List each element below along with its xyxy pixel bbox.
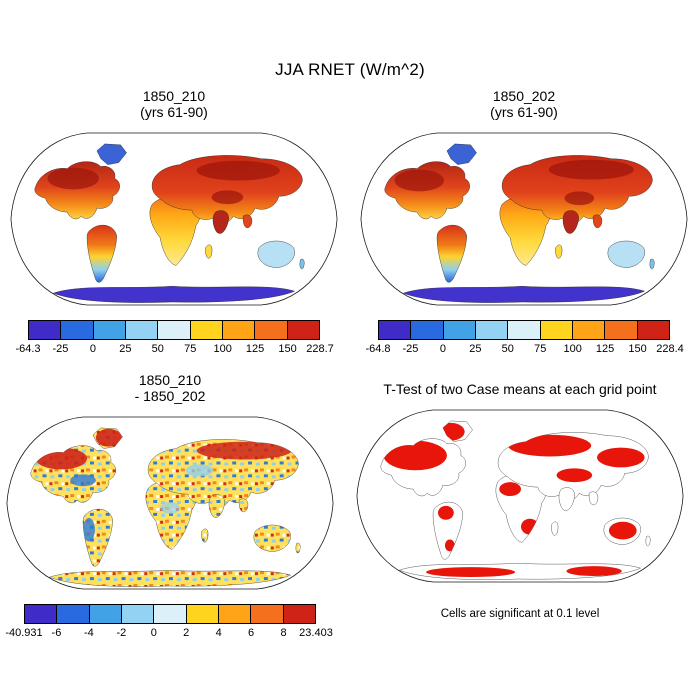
colorbar-tick-label: 4 <box>215 627 222 639</box>
colorbar-tick-label: -25 <box>52 343 69 355</box>
colorbar-ticks: -40.931 -6 -4 -2 0 2 4 6 8 23.403 <box>5 624 332 640</box>
colorbar-tick-label: 228.7 <box>306 343 334 355</box>
panel-1850-202: 1850_202 (yrs 61-90) <box>356 88 692 356</box>
colorbar-bar <box>24 604 316 624</box>
colorbar-segment <box>411 321 444 339</box>
colorbar-segment <box>443 321 476 339</box>
colorbar-segment <box>475 321 509 339</box>
colorbar-tick-label: 8 <box>280 627 287 639</box>
colorbar-segment <box>222 321 256 339</box>
colorbar-tick-label: 150 <box>628 343 647 355</box>
colorbar-difference: -40.931 -6 -4 -2 0 2 4 6 8 23.403 <box>5 604 333 640</box>
colorbar-tick-label: 125 <box>245 343 265 355</box>
colorbar-tick-label: 0 <box>439 343 446 355</box>
colorbar-tick-label: 6 <box>248 627 255 639</box>
colorbar-tick-label: -40.931 <box>5 627 43 639</box>
colorbar-segment <box>255 321 288 339</box>
colorbar-segment <box>93 321 126 339</box>
hot-region-overlay <box>47 160 280 205</box>
panel-title-line2: - 1850_202 <box>134 388 206 404</box>
colorbar-tick-label: -2 <box>116 627 127 639</box>
colorbar-segment <box>605 321 638 339</box>
colorbar-bar <box>28 320 320 340</box>
colorbar-tick-label: 25 <box>119 343 132 355</box>
colorbar-tick-label: 100 <box>213 343 232 355</box>
colorbar-segment <box>572 321 606 339</box>
colorbar-segment <box>154 605 187 623</box>
colorbar-tick-label: 50 <box>501 343 514 355</box>
panel-title-difference: 1850_210 - 1850_202 <box>2 372 338 404</box>
panel-title-1850-202: 1850_202 (yrs 61-90) <box>356 88 692 120</box>
world-map-1850-210 <box>10 132 338 306</box>
colorbar-tick-label: 100 <box>563 343 582 355</box>
panel-title-ttest: T-Test of two Case means at each grid po… <box>383 381 657 397</box>
colorbar-tick-label: 0 <box>89 343 96 355</box>
panel-ttest: T-Test of two Case means at each grid po… <box>352 372 688 620</box>
colorbar-tick-label: 228.4 <box>656 343 684 355</box>
colorbar-segment <box>89 605 122 623</box>
colorbar-segment <box>540 321 573 339</box>
colorbar-segment <box>379 321 412 339</box>
significance-caption: Cells are significant at 0.1 level <box>440 608 600 620</box>
panel-title-line1: 1850_210 <box>142 88 206 104</box>
panel-difference: 1850_210 - 1850_202 -40.931 -6 -4 -2 0 2 4 6 8 23… <box>2 372 338 640</box>
world-map-difference <box>6 416 334 590</box>
colorbar-ticks: -64.8 -25 0 25 50 75 100 125 150 228.4 <box>365 340 683 356</box>
colorbar-segment <box>125 321 159 339</box>
colorbar-1850-202: -64.8 -25 0 25 50 75 100 125 150 228.4 <box>365 320 684 356</box>
colorbar-tick-label: -64.3 <box>15 343 41 355</box>
colorbar-tick-label: 75 <box>184 343 197 355</box>
colorbar-1850-210: -64.3 -25 0 25 50 75 100 125 150 228.7 <box>15 320 334 356</box>
colorbar-segment <box>287 321 319 339</box>
world-map-ttest <box>356 409 684 583</box>
colorbar-segment <box>158 321 191 339</box>
colorbar-tick-label: -6 <box>51 627 62 639</box>
panel-1850-210: 1850_210 (yrs 61-90) <box>6 88 342 356</box>
colorbar-segment <box>190 321 223 339</box>
panel-title-line2: (yrs 61-90) <box>140 104 208 120</box>
colorbar-tick-label: -64.8 <box>365 343 391 355</box>
difference-overlay <box>35 428 292 542</box>
panel-title-line1: 1850_210 <box>138 372 202 388</box>
hot-region-overlay <box>394 159 634 206</box>
colorbar-segment <box>25 605 58 623</box>
panel-title-line1: 1850_202 <box>492 88 556 104</box>
colorbar-segment <box>637 321 669 339</box>
colorbar-segment <box>218 605 252 623</box>
colorbar-tick-label: 150 <box>278 343 297 355</box>
colorbar-tick-label: 0 <box>150 627 157 639</box>
colorbar-segment <box>508 321 541 339</box>
colorbar-tick-label: 2 <box>183 627 190 639</box>
colorbar-segment <box>186 605 219 623</box>
colorbar-tick-label: 75 <box>534 343 547 355</box>
colorbar-tick-label: -4 <box>83 627 94 639</box>
colorbar-bar <box>378 320 670 340</box>
panel-title-line2: (yrs 61-90) <box>490 104 558 120</box>
colorbar-segment <box>121 605 155 623</box>
colorbar-ticks: -64.3 -25 0 25 50 75 100 125 150 228.7 <box>15 340 333 356</box>
figure-title: JJA RNET (W/m^2) <box>275 60 425 79</box>
world-map-1850-202 <box>360 132 688 306</box>
colorbar-segment <box>57 605 90 623</box>
colorbar-tick-label: -25 <box>402 343 419 355</box>
colorbar-segment <box>283 605 315 623</box>
panel-title-1850-210: 1850_210 (yrs 61-90) <box>6 88 342 120</box>
colorbar-tick-label: 23.403 <box>299 627 333 639</box>
colorbar-tick-label: 125 <box>595 343 615 355</box>
colorbar-tick-label: 50 <box>151 343 164 355</box>
colorbar-segment <box>251 605 284 623</box>
colorbar-tick-label: 25 <box>469 343 482 355</box>
colorbar-segment <box>29 321 62 339</box>
colorbar-segment <box>61 321 94 339</box>
